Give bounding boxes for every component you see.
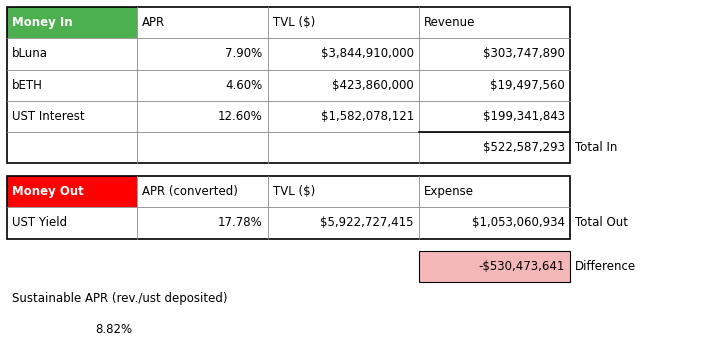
Text: $19,497,560: $19,497,560	[490, 79, 565, 92]
Bar	[7, 132, 137, 163]
Bar	[419, 314, 570, 345]
Bar	[570, 251, 711, 282]
Bar	[419, 239, 570, 251]
Text: Sustainable APR (rev./ust deposited): Sustainable APR (rev./ust deposited)	[12, 291, 228, 304]
Text: TVL ($): TVL ($)	[273, 16, 314, 29]
Bar	[7, 251, 137, 282]
Bar	[137, 101, 268, 132]
Bar	[7, 101, 137, 132]
Bar	[570, 207, 711, 239]
Bar	[419, 70, 570, 101]
Bar	[137, 70, 268, 101]
Text: Money In: Money In	[12, 16, 73, 29]
Text: bETH: bETH	[12, 79, 43, 92]
Bar	[7, 163, 137, 176]
Text: 8.82%: 8.82%	[95, 323, 132, 336]
Bar	[268, 70, 419, 101]
Text: Total Out: Total Out	[575, 216, 628, 230]
Text: $3,844,910,000: $3,844,910,000	[321, 48, 414, 61]
Bar	[268, 101, 419, 132]
Text: TVL ($): TVL ($)	[273, 185, 314, 198]
Bar	[419, 207, 570, 239]
Bar	[268, 176, 419, 207]
Bar	[570, 314, 711, 345]
Bar	[7, 282, 570, 314]
Bar	[419, 176, 570, 207]
Text: Revenue: Revenue	[424, 16, 475, 29]
Bar	[570, 7, 711, 38]
Text: $199,341,843: $199,341,843	[483, 110, 565, 123]
Bar	[570, 239, 711, 251]
Text: $522,587,293: $522,587,293	[483, 142, 565, 154]
Text: $1,582,078,121: $1,582,078,121	[320, 110, 414, 123]
Bar	[419, 163, 570, 176]
Bar	[419, 38, 570, 70]
Bar	[419, 251, 570, 282]
Bar	[268, 207, 419, 239]
Bar	[419, 7, 570, 38]
Bar	[7, 70, 137, 101]
Bar	[137, 7, 268, 38]
Bar	[137, 314, 268, 345]
Bar	[570, 101, 711, 132]
Text: -$530,473,641: -$530,473,641	[479, 260, 565, 273]
Bar	[268, 38, 419, 70]
Text: Expense: Expense	[424, 185, 474, 198]
Bar	[137, 207, 268, 239]
Bar	[570, 163, 711, 176]
Bar	[7, 176, 137, 207]
Text: 4.60%: 4.60%	[225, 79, 263, 92]
Bar	[7, 7, 137, 38]
Bar	[137, 251, 268, 282]
Bar	[570, 176, 711, 207]
Bar	[268, 314, 419, 345]
Bar	[137, 38, 268, 70]
Bar	[7, 176, 570, 239]
Text: Total In: Total In	[575, 142, 617, 154]
Bar	[419, 251, 570, 282]
Text: 17.78%: 17.78%	[218, 216, 263, 230]
Bar	[7, 7, 570, 163]
Bar	[268, 163, 419, 176]
Bar	[7, 239, 137, 251]
Text: $5,922,727,415: $5,922,727,415	[320, 216, 414, 230]
Bar	[419, 101, 570, 132]
Bar	[137, 176, 268, 207]
Bar	[7, 207, 137, 239]
Bar	[419, 132, 570, 163]
Text: UST Yield: UST Yield	[12, 216, 67, 230]
Bar	[268, 251, 419, 282]
Text: Difference: Difference	[575, 260, 636, 273]
Text: APR: APR	[142, 16, 165, 29]
Text: $303,747,890: $303,747,890	[483, 48, 565, 61]
Text: 7.90%: 7.90%	[225, 48, 263, 61]
Bar	[268, 239, 419, 251]
Text: 12.60%: 12.60%	[218, 110, 263, 123]
Bar	[570, 70, 711, 101]
Bar	[137, 132, 268, 163]
Bar	[137, 163, 268, 176]
Text: $423,860,000: $423,860,000	[332, 79, 414, 92]
Bar	[268, 7, 419, 38]
Text: APR (converted): APR (converted)	[142, 185, 238, 198]
Bar	[268, 132, 419, 163]
Bar	[570, 282, 711, 314]
Bar	[570, 132, 711, 163]
Bar	[7, 314, 137, 345]
Text: $1,053,060,934: $1,053,060,934	[472, 216, 565, 230]
Text: UST Interest: UST Interest	[12, 110, 85, 123]
Bar	[7, 38, 137, 70]
Text: bLuna: bLuna	[12, 48, 48, 61]
Text: Money Out: Money Out	[12, 185, 84, 198]
Bar	[570, 38, 711, 70]
Bar	[137, 239, 268, 251]
